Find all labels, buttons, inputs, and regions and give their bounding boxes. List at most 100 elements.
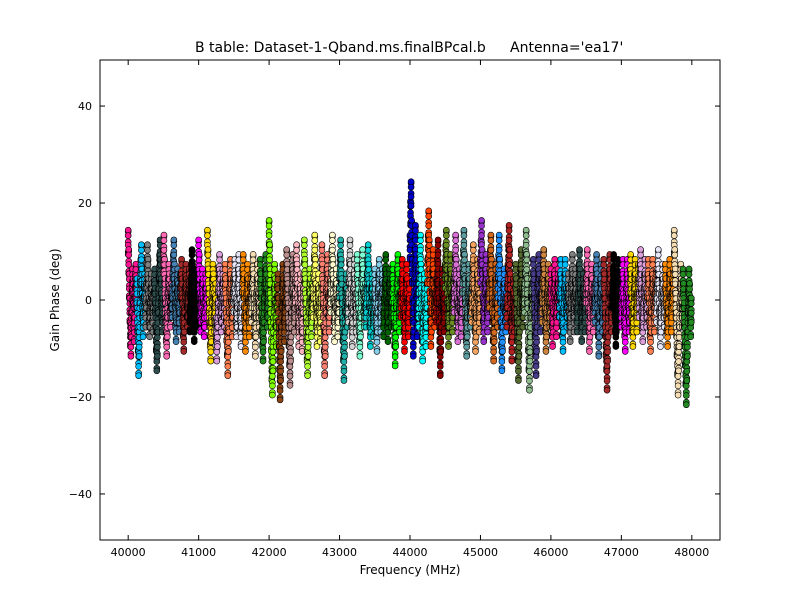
data-point (269, 348, 277, 356)
data-point (472, 348, 479, 355)
data-point (256, 261, 264, 269)
data-point (195, 256, 203, 264)
data-point (409, 352, 417, 360)
data-point (443, 241, 450, 249)
data-point (340, 358, 348, 365)
data-point (337, 255, 345, 263)
data-point (394, 251, 402, 258)
data-point (265, 222, 273, 230)
data-point (224, 353, 232, 361)
data-point (490, 348, 497, 356)
data-point (341, 352, 348, 360)
data-point (340, 377, 348, 384)
data-point (490, 338, 498, 346)
data-point (443, 226, 450, 234)
data-point (301, 255, 309, 263)
data-point (224, 363, 232, 370)
data-point (318, 246, 326, 254)
data-point (412, 222, 419, 229)
data-point (329, 231, 336, 239)
data-point (163, 333, 171, 341)
data-point (434, 236, 442, 244)
data-point (124, 232, 132, 239)
data-point (311, 246, 319, 254)
data-point (505, 222, 513, 229)
data-point (434, 251, 442, 259)
data-point (452, 246, 459, 254)
data-point (214, 343, 221, 350)
data-point (277, 377, 284, 384)
data-point (495, 246, 503, 254)
data-point (154, 352, 161, 360)
data-point (304, 343, 312, 351)
data-point (321, 372, 328, 379)
data-point (293, 246, 300, 254)
data-point (506, 251, 513, 259)
data-point (163, 352, 171, 360)
data-point (515, 352, 523, 360)
data-point (283, 246, 291, 253)
data-point (412, 227, 419, 235)
data-point (308, 333, 315, 341)
data-point (276, 396, 284, 404)
data-point (266, 246, 273, 254)
data-point (321, 352, 329, 360)
data-point (515, 367, 522, 375)
data-point (401, 348, 408, 355)
data-point (391, 353, 399, 361)
data-point (244, 260, 251, 268)
data-point (269, 358, 277, 365)
data-point (445, 334, 452, 341)
data-point (127, 343, 135, 351)
data-point (260, 329, 267, 336)
data-point (135, 372, 142, 379)
data-point (425, 207, 433, 215)
data-point (195, 236, 202, 244)
data-point (170, 251, 178, 259)
data-point (127, 352, 135, 360)
data-point (392, 334, 399, 341)
data-point (311, 231, 319, 239)
data-point (434, 242, 442, 249)
data-point (125, 251, 133, 259)
data-point (271, 260, 278, 268)
data-point (341, 343, 348, 351)
data-point (207, 357, 215, 365)
data-point (178, 255, 185, 263)
data-point (266, 241, 273, 249)
data-point (488, 255, 495, 263)
data-point (487, 231, 495, 239)
data-point (153, 367, 161, 375)
data-point (353, 256, 361, 264)
data-point (260, 338, 267, 346)
data-point (283, 260, 291, 268)
data-point (460, 226, 468, 234)
data-point (346, 242, 354, 249)
data-point (221, 260, 229, 268)
data-point (170, 236, 178, 244)
data-point (304, 352, 312, 360)
data-point (341, 334, 348, 341)
data-point (443, 232, 450, 239)
data-point (487, 246, 495, 254)
data-point (407, 183, 415, 191)
data-point (506, 261, 513, 268)
data-point (188, 251, 196, 259)
data-point (508, 338, 516, 346)
data-point (469, 246, 477, 254)
data-point (409, 343, 417, 351)
data-point (252, 333, 260, 341)
data-point (505, 237, 513, 244)
data-point (357, 333, 364, 341)
data-point (304, 363, 311, 370)
data-point (452, 255, 460, 263)
data-point (265, 217, 273, 224)
data-point (204, 246, 212, 253)
data-point (210, 270, 217, 278)
data-point (287, 338, 294, 346)
data-point (321, 343, 329, 351)
data-point (496, 255, 504, 263)
data-point (249, 251, 257, 258)
data-point (286, 363, 294, 370)
data-point (312, 255, 319, 263)
